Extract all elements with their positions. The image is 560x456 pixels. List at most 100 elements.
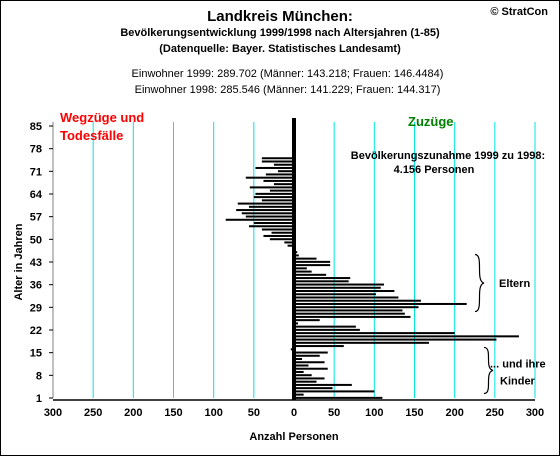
bar	[294, 322, 299, 325]
kinder-brace	[483, 346, 494, 395]
bar	[236, 209, 294, 212]
y-tick-label: 22	[30, 325, 42, 337]
bar	[294, 328, 360, 331]
x-tick-label: 0	[291, 407, 297, 419]
bar	[294, 296, 399, 299]
bar	[263, 234, 294, 237]
bar	[245, 215, 294, 218]
bar	[294, 380, 317, 383]
population-1998-line: Einwohner 1998: 285.546 (Männer: 141.229…	[134, 84, 441, 96]
bar	[294, 309, 403, 312]
bar	[245, 176, 294, 179]
bar	[294, 267, 307, 270]
bar	[294, 299, 421, 302]
x-tick-label: 250	[84, 407, 102, 419]
bar	[294, 270, 312, 273]
bar	[225, 218, 294, 221]
population-1999-line: Einwohner 1999: 289.702 (Männer: 143.218…	[131, 68, 444, 80]
y-tick-label: 85	[30, 121, 42, 133]
left-label-line2: Todesfälle	[60, 128, 123, 143]
bar	[294, 283, 384, 286]
bar	[294, 280, 349, 283]
bar	[294, 257, 317, 260]
bar	[287, 244, 294, 247]
bar	[284, 241, 294, 244]
bar	[294, 338, 497, 341]
x-tick-label: 200	[445, 407, 463, 419]
bar	[294, 315, 411, 318]
bar	[261, 157, 294, 160]
bar	[294, 264, 331, 267]
bar	[294, 358, 303, 361]
bar	[237, 202, 294, 205]
bar	[294, 312, 405, 315]
bar	[294, 260, 331, 263]
bar	[294, 302, 467, 305]
x-tick-label: 300	[526, 407, 544, 419]
eltern-label: Eltern	[499, 278, 530, 290]
x-tick-label: 150	[405, 407, 423, 419]
y-tick-label: 8	[36, 370, 42, 382]
y-tick-label: 71	[30, 166, 42, 178]
y-tick-label: 29	[30, 302, 42, 314]
bar	[294, 286, 381, 289]
x-tick-label: 100	[204, 407, 222, 419]
bar	[269, 189, 294, 192]
bar	[255, 166, 294, 169]
y-tick-label: 43	[30, 257, 42, 269]
bar	[294, 370, 304, 373]
bar	[261, 199, 294, 202]
bar	[294, 325, 356, 328]
y-tick-label: 50	[30, 234, 42, 246]
bar	[253, 196, 294, 199]
x-tick-label: 100	[365, 407, 383, 419]
bar	[294, 390, 375, 393]
bar	[294, 341, 429, 344]
x-tick-label: 150	[164, 407, 182, 419]
summary-line2: 4.156 Personen	[394, 164, 475, 176]
bar	[271, 231, 294, 234]
y-tick-label: 64	[30, 189, 43, 201]
bar	[294, 396, 383, 399]
y-axis-title: Alter in Jahren	[13, 223, 25, 300]
eltern-brace	[474, 253, 485, 313]
bar	[294, 393, 304, 396]
y-tick-label: 1	[36, 393, 42, 405]
bar	[294, 387, 333, 390]
kinder-label-line1: ... und ihre	[490, 358, 546, 370]
x-tick-label: 50	[328, 407, 340, 419]
bar	[294, 290, 395, 293]
x-axis-title: Anzahl Personen	[249, 431, 339, 443]
bar	[277, 170, 294, 173]
bar	[249, 186, 294, 189]
copyright-label: © StratCon	[490, 6, 548, 18]
bar	[294, 367, 328, 370]
bar	[294, 374, 312, 377]
x-tick-label: 250	[486, 407, 504, 419]
bar	[294, 361, 325, 364]
summary-line1: Bevölkerungszunahme 1999 zu 1998:	[351, 150, 545, 162]
bar	[294, 354, 320, 357]
y-tick-label: 15	[30, 348, 42, 360]
bar	[294, 293, 376, 296]
bar	[261, 228, 294, 231]
y-tick-label: 57	[30, 212, 42, 224]
bar	[294, 383, 352, 386]
bar	[263, 179, 294, 182]
bar	[294, 254, 299, 257]
x-tick-label: 50	[248, 407, 260, 419]
bar	[249, 225, 294, 228]
right-label: Zuzüge	[408, 114, 454, 129]
bar	[294, 277, 351, 280]
bar	[294, 332, 455, 335]
bar	[241, 212, 294, 215]
x-tick-label: 200	[124, 407, 142, 419]
bar	[294, 335, 519, 338]
bar	[269, 238, 294, 241]
bar	[265, 173, 294, 176]
kinder-label-line2: Kinder	[500, 375, 536, 387]
y-tick-label: 78	[30, 144, 42, 156]
bar	[294, 377, 325, 380]
chart-subtitle: Bevölkerungsentwicklung 1999/1998 nach A…	[120, 27, 440, 39]
